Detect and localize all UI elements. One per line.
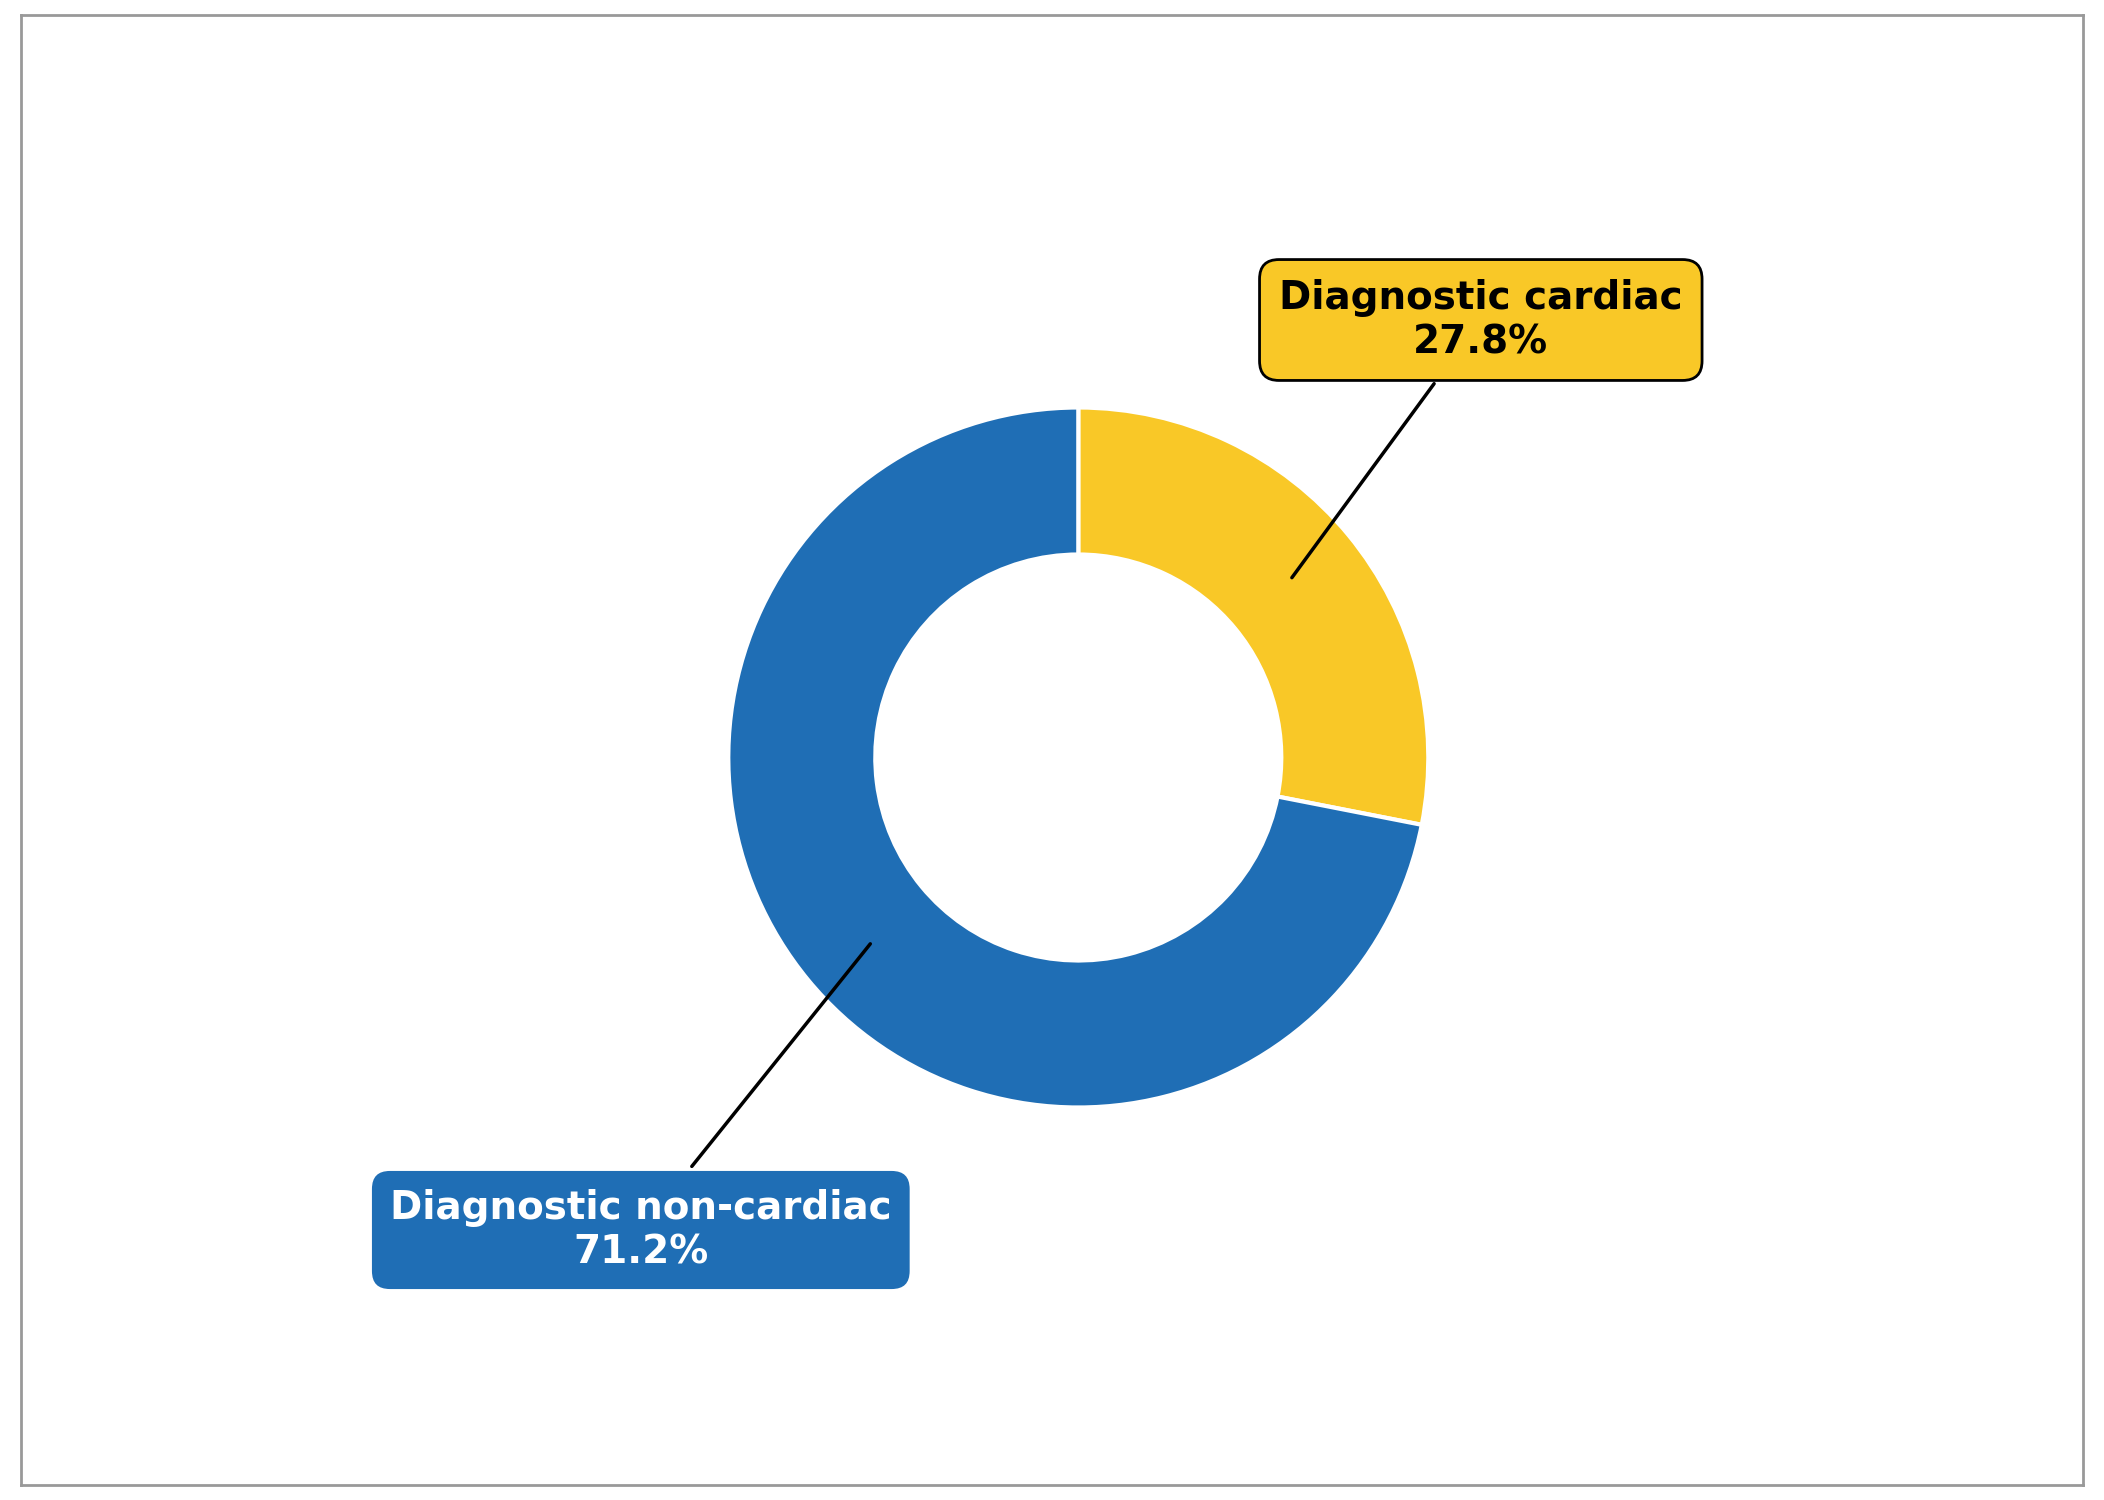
- Wedge shape: [728, 408, 1422, 1107]
- Text: Diagnostic cardiac
27.8%: Diagnostic cardiac 27.8%: [1279, 279, 1683, 578]
- Text: Diagnostic non-cardiac
71.2%: Diagnostic non-cardiac 71.2%: [389, 944, 892, 1270]
- Wedge shape: [1077, 408, 1429, 825]
